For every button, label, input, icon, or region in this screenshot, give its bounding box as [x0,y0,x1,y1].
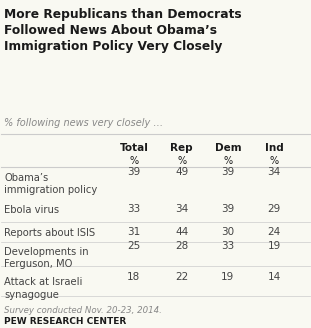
Text: Reports about ISIS: Reports about ISIS [4,228,95,238]
Text: %: % [129,156,138,166]
Text: 33: 33 [127,204,141,215]
Text: 19: 19 [221,272,234,282]
Text: 34: 34 [175,204,188,215]
Text: More Republicans than Democrats
Followed News About Obama’s
Immigration Policy V: More Republicans than Democrats Followed… [4,8,242,53]
Text: Ebola virus: Ebola virus [4,205,60,215]
Text: 39: 39 [221,167,234,177]
Text: 39: 39 [127,167,141,177]
Text: Rep: Rep [170,143,193,153]
Text: 14: 14 [267,272,281,282]
Text: Survey conducted Nov. 20-23, 2014.: Survey conducted Nov. 20-23, 2014. [4,306,162,315]
Text: 29: 29 [267,204,281,215]
Text: 39: 39 [221,204,234,215]
Text: 28: 28 [175,241,188,251]
Text: Obama’s
immigration policy: Obama’s immigration policy [4,173,98,195]
Text: %: % [177,156,186,166]
Text: %: % [270,156,279,166]
Text: 19: 19 [267,241,281,251]
Text: Attack at Israeli
synagogue: Attack at Israeli synagogue [4,277,83,300]
Text: Total: Total [119,143,148,153]
Text: 44: 44 [175,227,188,237]
Text: 18: 18 [127,272,141,282]
Text: 31: 31 [127,227,141,237]
Text: %: % [223,156,233,166]
Text: Ind: Ind [265,143,284,153]
Text: 24: 24 [267,227,281,237]
Text: PEW RESEARCH CENTER: PEW RESEARCH CENTER [4,317,127,325]
Text: 49: 49 [175,167,188,177]
Text: 30: 30 [221,227,234,237]
Text: 33: 33 [221,241,234,251]
Text: 22: 22 [175,272,188,282]
Text: 25: 25 [127,241,141,251]
Text: 34: 34 [267,167,281,177]
Text: % following news very closely …: % following news very closely … [4,118,164,128]
Text: Dem: Dem [215,143,241,153]
Text: Developments in
Ferguson, MO: Developments in Ferguson, MO [4,247,89,269]
